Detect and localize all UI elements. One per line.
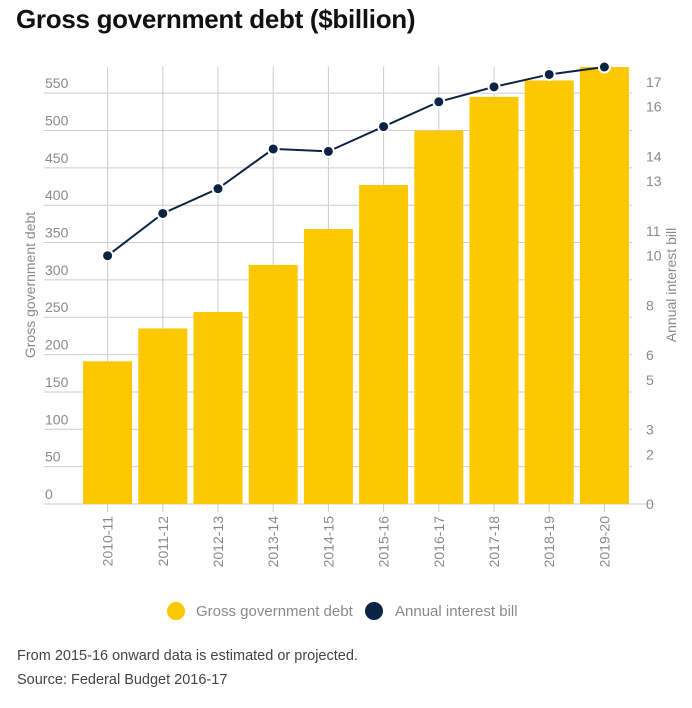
y-tick-right: 16: [646, 99, 662, 115]
bar-series: [83, 67, 629, 504]
x-tick-label: 2014-15: [320, 516, 336, 568]
x-tick-label: 2012-13: [210, 516, 226, 568]
x-axis: 2010-11 2011-12 2012-13 2013-14 2014-15 2015-…: [100, 516, 613, 568]
footnote-source: Source: Federal Budget 2016-17: [17, 672, 228, 688]
bar-2019-20: [579, 67, 629, 504]
y-tick-left: 300: [45, 262, 69, 278]
legend-debt-label: Gross government debt: [196, 603, 354, 620]
point-2014-15: [321, 144, 335, 158]
y-tick-left: 400: [45, 187, 69, 203]
legend-interest-marker: [365, 602, 383, 620]
x-tick-label: 2016-17: [431, 516, 447, 568]
bar-2018-19: [524, 80, 574, 504]
point-2018-19: [542, 67, 556, 81]
y-axis-label: Gross government debt: [22, 212, 38, 358]
x-tick-label: 2010-11: [100, 516, 116, 567]
y-tick-left: 350: [45, 225, 69, 241]
footnote-estimate: From 2015-16 onward data is estimated or…: [17, 648, 358, 664]
x-tick-label: 2011-12: [155, 516, 171, 567]
y-tick-right: 17: [646, 74, 662, 90]
point-2017-18: [487, 80, 501, 94]
y-tick-left: 550: [45, 75, 69, 91]
y-tick-right: 10: [646, 248, 662, 264]
legend: Gross government debt Annual interest bi…: [167, 602, 518, 620]
interest-line: [106, 66, 605, 257]
y-tick-right: 13: [646, 173, 662, 189]
y-tick-right: 6: [646, 347, 654, 363]
x-tick-label: 2015-16: [376, 516, 392, 568]
x-tick-label: 2019-20: [596, 516, 612, 568]
bar-2014-15: [303, 229, 353, 504]
y-tick-right: 5: [646, 372, 654, 388]
bar-2015-16: [359, 185, 409, 504]
line-series: [101, 60, 611, 263]
point-2016-17: [432, 95, 446, 109]
y-tick-left: 150: [45, 374, 69, 390]
y-tick-left: 0: [45, 486, 53, 502]
bar-2011-12: [138, 328, 188, 504]
bar-2013-14: [248, 264, 298, 504]
y-tick-right: 3: [646, 422, 654, 438]
point-2011-12: [156, 206, 170, 220]
x-tick-label: 2018-19: [541, 516, 557, 568]
y-tick-right: 14: [646, 148, 662, 164]
chart-title: Gross government debt ($billion): [16, 4, 416, 34]
y-tick-right: 8: [646, 297, 654, 313]
x-tick-label: 2013-14: [265, 516, 281, 568]
x-tick-label: 2017-18: [486, 516, 502, 568]
y-tick-left: 250: [45, 299, 69, 315]
y-tick-left: 50: [45, 449, 61, 465]
chart-area: 0 50 100 150 200 250 300 350 400 450 500 550 0 2 3 5 6 8…: [22, 60, 679, 620]
point-2010-11: [101, 249, 115, 263]
y-tick-left: 450: [45, 150, 69, 166]
bar-2012-13: [193, 312, 243, 504]
y-tick-right: 11: [646, 223, 661, 239]
y-axis-left: 0 50 100 150 200 250 300 350 400 450 500 550: [45, 75, 69, 502]
point-2013-14: [266, 142, 280, 156]
y-tick-left: 200: [45, 337, 69, 353]
y-tick-left: 100: [45, 411, 69, 427]
point-2012-13: [211, 182, 225, 196]
bar-2010-11: [83, 361, 133, 504]
legend-interest-label: Annual interest bill: [395, 603, 518, 620]
y-tick-left: 500: [45, 112, 69, 128]
y-axis-right: 0 2 3 5 6 8 10 11 13 14 16 17: [646, 74, 662, 512]
y-tick-right: 0: [646, 496, 654, 512]
point-2019-20: [597, 60, 611, 74]
y-tick-right: 2: [646, 446, 654, 462]
point-2015-16: [377, 120, 391, 134]
bar-2017-18: [469, 96, 519, 504]
legend-debt-marker: [167, 602, 185, 620]
y2-axis-label: Annual interest bill: [663, 228, 679, 342]
bar-2016-17: [414, 130, 464, 504]
